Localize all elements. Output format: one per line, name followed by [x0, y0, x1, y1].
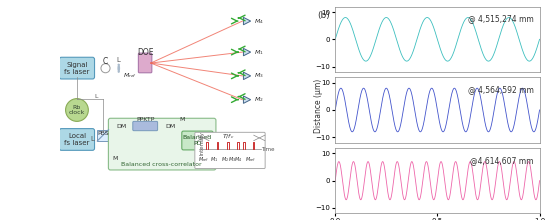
Text: Balanced
PD: Balanced PD	[183, 135, 212, 146]
Text: DM: DM	[116, 124, 126, 129]
FancyBboxPatch shape	[59, 57, 94, 79]
FancyBboxPatch shape	[182, 131, 213, 150]
Text: $M_{ref}$: $M_{ref}$	[245, 155, 256, 164]
Polygon shape	[244, 48, 251, 56]
Text: (b): (b)	[317, 11, 330, 20]
Text: Local
fs laser: Local fs laser	[64, 133, 89, 146]
Text: @4,614,607 mm: @4,614,607 mm	[470, 156, 534, 165]
Text: M: M	[180, 117, 185, 122]
Circle shape	[101, 64, 110, 73]
Text: L: L	[90, 136, 94, 141]
Text: DM: DM	[165, 124, 175, 129]
Text: M: M	[112, 156, 118, 161]
FancyBboxPatch shape	[195, 132, 265, 169]
Text: $M_2$: $M_2$	[254, 95, 264, 104]
Text: @ 4,564,592 mm: @ 4,564,592 mm	[468, 85, 534, 94]
FancyBboxPatch shape	[138, 53, 152, 73]
Polygon shape	[244, 17, 251, 25]
Text: $M_4$: $M_4$	[254, 17, 264, 26]
Polygon shape	[244, 72, 251, 80]
FancyBboxPatch shape	[59, 129, 94, 150]
Text: $M_2$: $M_2$	[221, 155, 229, 164]
Text: PPKTP: PPKTP	[136, 117, 154, 122]
Text: $M_3$: $M_3$	[254, 72, 264, 80]
Text: @ 4,515,274 mm: @ 4,515,274 mm	[468, 15, 534, 24]
Text: $T/f_c$: $T/f_c$	[222, 132, 234, 141]
Text: Rb
clock: Rb clock	[69, 104, 85, 116]
Text: DOE: DOE	[137, 48, 154, 57]
FancyBboxPatch shape	[133, 121, 158, 131]
Text: C: C	[103, 57, 108, 66]
Text: Intensity: Intensity	[199, 131, 204, 155]
Text: PBS: PBS	[98, 131, 109, 136]
Text: $M_1$: $M_1$	[254, 48, 264, 57]
FancyBboxPatch shape	[108, 118, 216, 170]
Text: Signal
fs laser: Signal fs laser	[64, 62, 89, 75]
Text: Time: Time	[262, 147, 275, 152]
Bar	[97, 130, 108, 141]
Text: $M_3 M_4$: $M_3 M_4$	[228, 155, 243, 164]
Text: $M_{ref}$: $M_{ref}$	[198, 155, 210, 164]
Circle shape	[65, 99, 88, 121]
Text: L: L	[117, 57, 120, 63]
Text: Distance (μm): Distance (μm)	[314, 79, 323, 133]
Text: L: L	[95, 94, 98, 99]
Text: Balanced cross-correlator: Balanced cross-correlator	[122, 162, 202, 167]
Polygon shape	[244, 96, 251, 103]
Text: $M_1$: $M_1$	[210, 155, 219, 164]
Text: $M_{ref}$: $M_{ref}$	[123, 72, 137, 80]
